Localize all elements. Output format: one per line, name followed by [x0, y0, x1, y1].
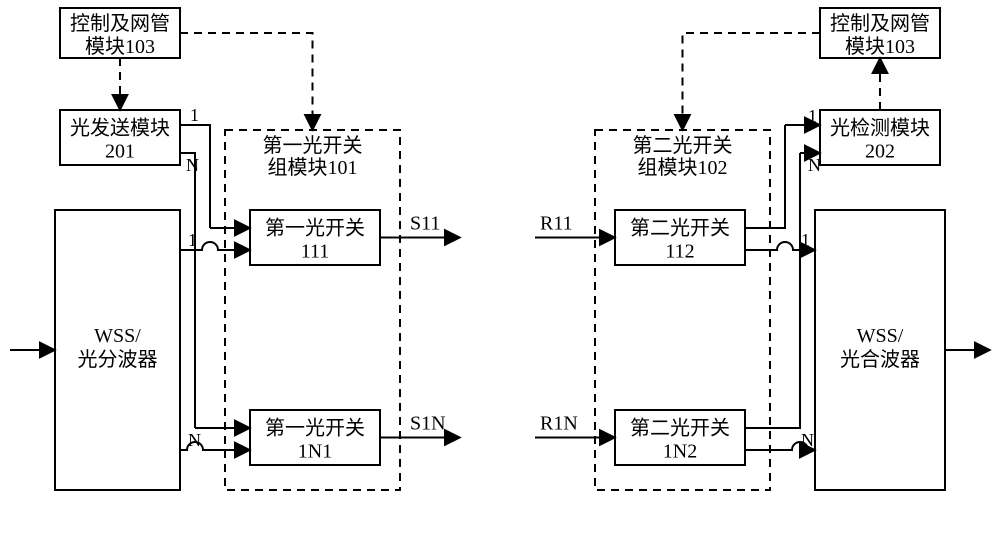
svg-text:组模块101: 组模块101 [268, 156, 358, 179]
svg-text:S11: S11 [410, 213, 440, 235]
svg-text:第一光开关: 第一光开关 [265, 217, 365, 240]
svg-text:R11: R11 [540, 213, 573, 235]
svg-text:模块103: 模块103 [845, 35, 915, 58]
svg-text:WSS/: WSS/ [94, 325, 141, 347]
svg-text:第二光开关: 第二光开关 [630, 417, 730, 440]
svg-text:第一光开关: 第一光开关 [263, 134, 363, 157]
svg-text:N: N [801, 430, 814, 450]
svg-text:1: 1 [808, 106, 817, 126]
svg-text:201: 201 [105, 141, 135, 163]
svg-text:S1N: S1N [410, 413, 446, 435]
svg-text:第二光开关: 第二光开关 [630, 217, 730, 240]
svg-text:组模块102: 组模块102 [638, 156, 728, 179]
svg-text:112: 112 [665, 241, 694, 263]
svg-text:光检测模块: 光检测模块 [830, 117, 930, 140]
svg-text:1N2: 1N2 [663, 441, 697, 463]
svg-text:控制及网管: 控制及网管 [70, 12, 170, 35]
svg-text:1N1: 1N1 [298, 441, 332, 463]
svg-text:1: 1 [188, 230, 197, 250]
svg-text:光合波器: 光合波器 [840, 348, 920, 371]
svg-text:N: N [808, 155, 821, 175]
svg-text:模块103: 模块103 [85, 35, 155, 58]
svg-text:WSS/: WSS/ [857, 325, 904, 347]
svg-text:第一光开关: 第一光开关 [265, 417, 365, 440]
svg-text:1: 1 [801, 230, 810, 250]
svg-text:111: 111 [301, 241, 330, 263]
svg-text:光分波器: 光分波器 [78, 348, 158, 371]
svg-text:1: 1 [190, 105, 199, 125]
svg-text:R1N: R1N [540, 413, 578, 435]
svg-text:光发送模块: 光发送模块 [70, 117, 170, 140]
svg-text:202: 202 [865, 141, 895, 163]
svg-text:N: N [188, 430, 201, 450]
svg-text:第二光开关: 第二光开关 [633, 134, 733, 157]
svg-text:N: N [186, 155, 199, 175]
svg-text:控制及网管: 控制及网管 [830, 12, 930, 35]
